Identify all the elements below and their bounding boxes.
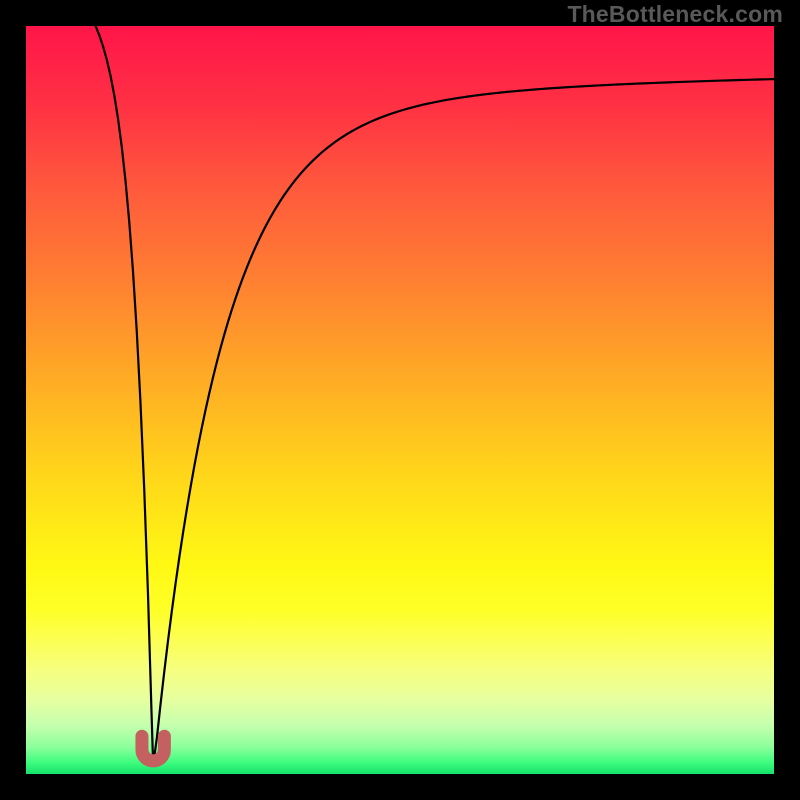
gradient-background — [26, 26, 774, 774]
watermark-text: TheBottleneck.com — [567, 1, 783, 28]
plot-area — [26, 26, 774, 774]
plot-svg — [26, 26, 774, 774]
